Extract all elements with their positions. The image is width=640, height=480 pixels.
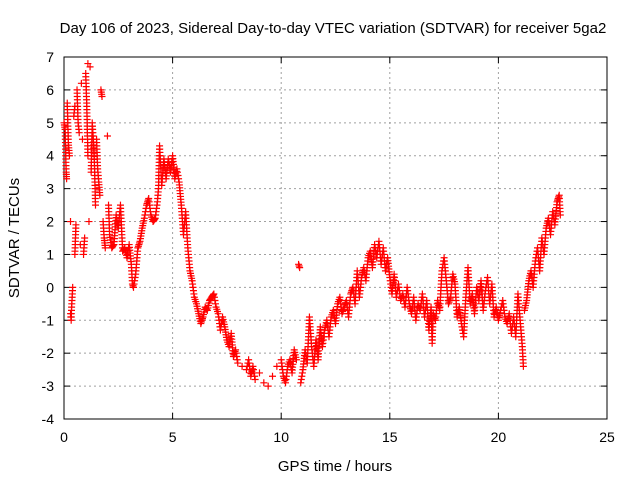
data-point xyxy=(292,356,300,364)
data-point xyxy=(91,201,99,209)
data-point xyxy=(101,244,109,252)
data-point xyxy=(269,372,277,380)
data-point xyxy=(109,242,117,250)
x-axis-label: GPS time / hours xyxy=(278,458,392,475)
y-tick-label: -1 xyxy=(42,312,55,328)
data-point xyxy=(72,221,80,229)
data-point xyxy=(75,129,83,137)
x-tick-label: 25 xyxy=(599,429,615,445)
x-tick-label: 5 xyxy=(169,429,177,445)
x-tick-label: 20 xyxy=(491,429,507,445)
data-point xyxy=(255,369,263,377)
y-tick-label: 3 xyxy=(46,181,54,197)
grid-lines xyxy=(64,57,607,419)
y-tick-label: 6 xyxy=(46,82,54,98)
y-tick-label: 7 xyxy=(46,49,54,65)
data-point xyxy=(251,376,259,384)
y-tick-label: 1 xyxy=(46,246,54,262)
data-point xyxy=(69,283,77,291)
y-axis-label: SDTVAR / TECUs xyxy=(6,178,23,298)
data-point xyxy=(85,218,93,226)
data-point xyxy=(98,92,106,100)
y-tick-label: 5 xyxy=(46,115,54,131)
data-point xyxy=(103,132,111,140)
y-tick-label: -2 xyxy=(42,345,55,361)
data-point xyxy=(65,152,73,160)
x-tick-label: 10 xyxy=(273,429,289,445)
data-point xyxy=(203,305,211,313)
data-point xyxy=(120,245,128,253)
data-point xyxy=(296,264,304,272)
axis-ticks: 0 5 10 15 20 25 -4 -3 -2 -1 0 1 2 3 4 5 6 7 xyxy=(42,49,615,445)
data-point xyxy=(86,63,94,71)
data-point xyxy=(264,382,272,390)
data-point xyxy=(234,359,242,367)
y-tick-label: 2 xyxy=(46,214,54,230)
y-tick-label: 0 xyxy=(46,279,54,295)
data-point xyxy=(67,218,75,226)
y-tick-label: 4 xyxy=(46,148,54,164)
data-point xyxy=(81,234,89,242)
data-point xyxy=(96,191,104,199)
data-point xyxy=(519,362,527,370)
data-points xyxy=(60,60,564,390)
y-tick-label: -4 xyxy=(42,411,55,427)
plot-frame xyxy=(63,56,608,420)
chart-title: Day 106 of 2023, Sidereal Day-to-day VTE… xyxy=(60,20,607,37)
x-tick-label: 15 xyxy=(382,429,398,445)
y-tick-label: -3 xyxy=(42,378,55,394)
data-point xyxy=(260,379,268,387)
data-point xyxy=(556,211,564,219)
x-tick-label: 0 xyxy=(60,429,68,445)
data-point xyxy=(63,175,71,183)
